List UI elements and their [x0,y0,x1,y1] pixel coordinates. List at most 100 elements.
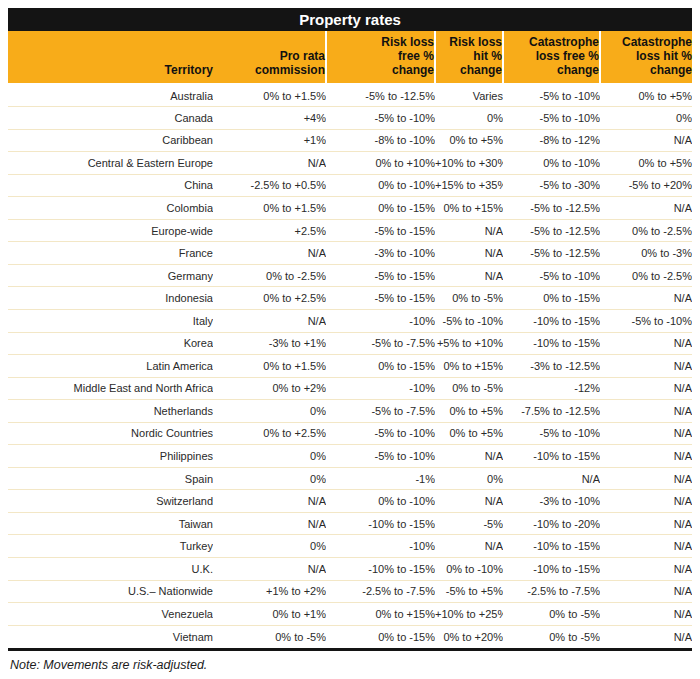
cell-pro-rata-commission: 0% to +1.5% [213,355,326,378]
cell-catastrophe-loss-free: -5% to -10% [503,422,600,445]
cell-pro-rata-commission: N/A [213,557,326,580]
cell-territory: Italy [8,309,213,332]
cell-risk-loss-free: 0% to +10% [326,152,435,175]
cell-catastrophe-loss-free: 0% to -15% [503,287,600,310]
table-row: U.K. N/A -10% to -15% 0% to -10% -10% to… [8,557,692,580]
table-row: Venezuela 0% to +1% 0% to +15% +10% to +… [8,603,692,626]
rates-table-wrap: Territory Pro rata commission Risk loss … [8,31,692,651]
table-row: Philippines 0% -5% to -10% N/A -10% to -… [8,445,692,468]
cell-catastrophe-loss-hit: N/A [600,129,692,152]
cell-risk-loss-free: -8% to -10% [326,129,435,152]
cell-pro-rata-commission: 0% to -2.5% [213,264,326,287]
cell-risk-loss-free: -10% to -15% [326,557,435,580]
cell-territory: Philippines [8,445,213,468]
cell-catastrophe-loss-hit: N/A [600,422,692,445]
table-row: Europe-wide +2.5% -5% to -15% N/A -5% to… [8,219,692,242]
cell-risk-loss-hit: -5% to +5% [435,580,503,603]
cell-risk-loss-hit: N/A [435,219,503,242]
cell-territory: Korea [8,332,213,355]
cell-territory: Nordic Countries [8,422,213,445]
cell-catastrophe-loss-free: -12% [503,377,600,400]
cell-risk-loss-free: 0% to -15% [326,197,435,220]
cell-pro-rata-commission: 0% to +1.5% [213,197,326,220]
cell-pro-rata-commission: 0% to +1.5% [213,84,326,107]
cell-catastrophe-loss-hit: N/A [600,625,692,648]
table-row: Central & Eastern Europe N/A 0% to +10% … [8,152,692,175]
cell-pro-rata-commission: 0% to -5% [213,625,326,648]
table-row: Korea -3% to +1% -5% to -7.5% +5% to +10… [8,332,692,355]
cell-territory: Europe-wide [8,219,213,242]
cell-pro-rata-commission: N/A [213,242,326,265]
cell-territory: France [8,242,213,265]
cell-risk-loss-free: 0% to +15% [326,603,435,626]
cell-catastrophe-loss-hit: N/A [600,332,692,355]
cell-pro-rata-commission: 0% [213,400,326,423]
cell-risk-loss-hit: Varies [435,84,503,107]
table-row: France N/A -3% to -10% N/A -5% to -12.5%… [8,242,692,265]
cell-pro-rata-commission: +4% [213,107,326,130]
cell-territory: China [8,174,213,197]
cell-risk-loss-hit: 0% to -5% [435,377,503,400]
cell-risk-loss-free: -3% to -10% [326,242,435,265]
table-row: Italy N/A -10% -5% to -10% -10% to -15% … [8,309,692,332]
cell-risk-loss-hit: 0% [435,467,503,490]
column-header-risk-loss-hit: Risk loss hit % change [435,31,503,84]
cell-catastrophe-loss-free: -10% to -15% [503,557,600,580]
cell-risk-loss-hit: N/A [435,445,503,468]
cell-pro-rata-commission: 0% to +1% [213,603,326,626]
table-row: Nordic Countries 0% to +2.5% -5% to -10%… [8,422,692,445]
cell-catastrophe-loss-free: -5% to -12.5% [503,242,600,265]
cell-territory: U.S.– Nationwide [8,580,213,603]
cell-territory: Middle East and North Africa [8,377,213,400]
rates-table: Territory Pro rata commission Risk loss … [8,31,692,648]
table-row: Switzerland N/A 0% to -10% N/A -3% to -1… [8,490,692,513]
cell-territory: Colombia [8,197,213,220]
cell-catastrophe-loss-free: 0% to -10% [503,152,600,175]
cell-pro-rata-commission: 0% [213,535,326,558]
table-row: Middle East and North Africa 0% to +2% -… [8,377,692,400]
cell-catastrophe-loss-free: -10% to -15% [503,535,600,558]
cell-risk-loss-hit: 0% [435,107,503,130]
cell-risk-loss-hit: +15% to +35% [435,174,503,197]
cell-risk-loss-free: -2.5% to -7.5% [326,580,435,603]
cell-territory: Spain [8,467,213,490]
cell-catastrophe-loss-free: -10% to -20% [503,512,600,535]
column-header-risk-loss-free: Risk loss free % change [326,31,435,84]
cell-catastrophe-loss-hit: N/A [600,355,692,378]
cell-risk-loss-hit: N/A [435,242,503,265]
cell-catastrophe-loss-hit: N/A [600,197,692,220]
cell-catastrophe-loss-hit: N/A [600,490,692,513]
cell-catastrophe-loss-hit: N/A [600,467,692,490]
cell-risk-loss-hit: 0% to +20% [435,625,503,648]
cell-catastrophe-loss-free: -3% to -10% [503,490,600,513]
cell-catastrophe-loss-hit: 0% to +5% [600,84,692,107]
cell-risk-loss-free: -5% to -10% [326,422,435,445]
column-header-territory: Territory [8,31,213,84]
cell-territory: U.K. [8,557,213,580]
cell-pro-rata-commission: N/A [213,512,326,535]
cell-risk-loss-free: -5% to -7.5% [326,332,435,355]
cell-catastrophe-loss-hit: N/A [600,535,692,558]
cell-catastrophe-loss-free: 0% to -5% [503,625,600,648]
cell-risk-loss-hit: +10% to +25% [435,603,503,626]
cell-catastrophe-loss-hit: N/A [600,377,692,400]
table-row: Germany 0% to -2.5% -5% to -15% N/A -5% … [8,264,692,287]
cell-catastrophe-loss-free: N/A [503,467,600,490]
cell-catastrophe-loss-free: -5% to -10% [503,107,600,130]
cell-territory: Central & Eastern Europe [8,152,213,175]
cell-catastrophe-loss-free: -5% to -10% [503,84,600,107]
page-title: Property rates [299,11,401,28]
cell-catastrophe-loss-free: -10% to -15% [503,309,600,332]
property-rates-page: Property rates Territory Pro rata commis… [0,0,700,679]
cell-pro-rata-commission: 0% [213,467,326,490]
cell-risk-loss-hit: 0% to +5% [435,400,503,423]
cell-catastrophe-loss-hit: N/A [600,445,692,468]
cell-catastrophe-loss-hit: N/A [600,580,692,603]
table-row: Caribbean +1% -8% to -10% 0% to +5% -8% … [8,129,692,152]
table-title-bar: Property rates [8,8,692,31]
cell-risk-loss-hit: N/A [435,490,503,513]
table-row: Colombia 0% to +1.5% 0% to -15% 0% to +1… [8,197,692,220]
cell-pro-rata-commission: -3% to +1% [213,332,326,355]
cell-territory: Switzerland [8,490,213,513]
cell-pro-rata-commission: 0% [213,445,326,468]
